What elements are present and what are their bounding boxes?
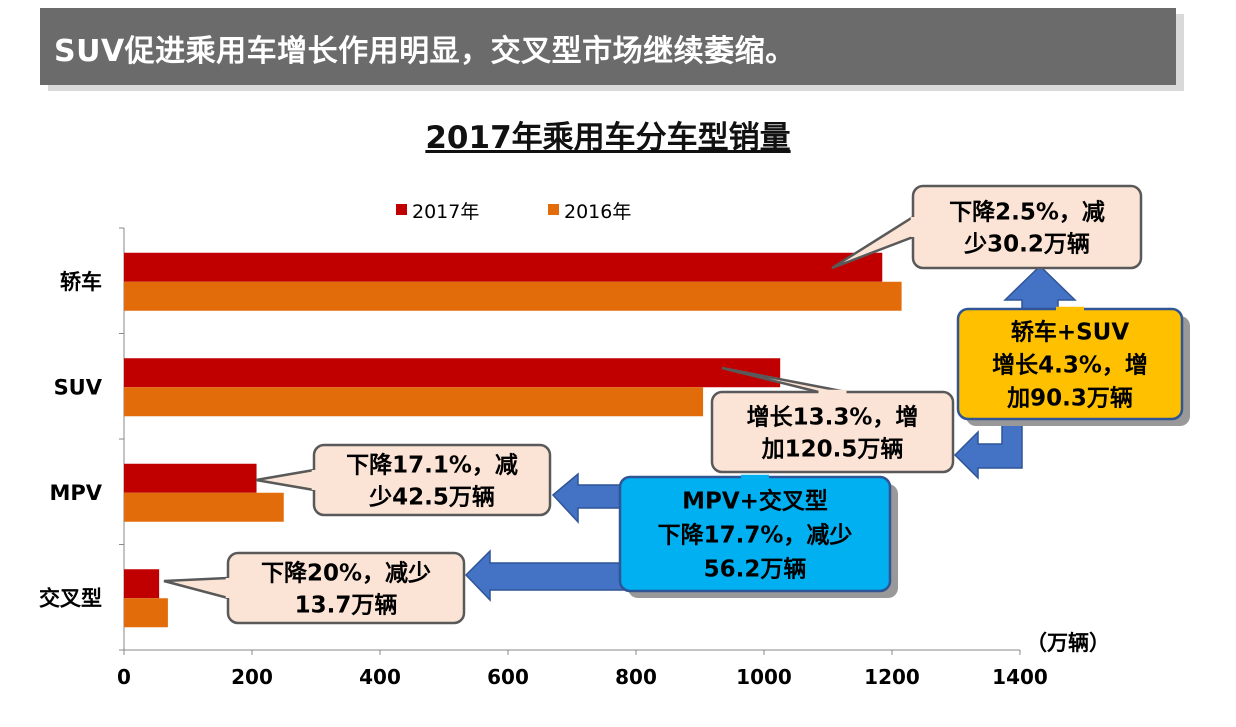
callout-text: 轿车+SUV <box>1011 318 1130 345</box>
header-banner: SUV促进乘用车增长作用明显，交叉型市场继续萎缩。 <box>40 8 1176 85</box>
bar-2016-2 <box>124 492 284 522</box>
bar-2017-1 <box>124 358 781 388</box>
callout-text: 下降17.1%，减 <box>346 452 518 478</box>
callout-tail <box>163 576 230 600</box>
bar-2017-2 <box>124 463 257 493</box>
x-tick-label: 800 <box>615 665 657 689</box>
x-tick-label: 1400 <box>992 665 1048 689</box>
banner-title: SUV促进乘用车增长作用明显，交叉型市场继续萎缩。 <box>54 34 796 69</box>
legend-label: 2016年 <box>564 201 631 223</box>
callout-text: 少30.2万辆 <box>963 231 1090 257</box>
callout-text: MPV+交叉型 <box>682 487 828 514</box>
x-tick-label: 600 <box>487 665 529 689</box>
callout-text: 13.7万辆 <box>295 592 398 618</box>
x-tick-label: 1000 <box>736 665 792 689</box>
callout-text: 56.2万辆 <box>704 556 807 582</box>
legend-label: 2017年 <box>412 201 479 223</box>
legend-swatch <box>548 204 559 215</box>
category-label: MPV <box>49 481 102 505</box>
bar-2016-0 <box>124 281 902 311</box>
callout-text: 增长13.3%，增 <box>747 403 919 430</box>
arrow-left-suv <box>953 419 1023 480</box>
callout-text: 加120.5万辆 <box>761 436 904 462</box>
unit-label: （万辆） <box>1026 631 1110 655</box>
x-tick-label: 1200 <box>864 665 920 689</box>
bar-2016-3 <box>124 598 168 628</box>
bar-2016-1 <box>124 387 704 417</box>
callout-text: 少42.5万辆 <box>368 484 495 510</box>
callout-crossover: 下降20%，减少 13.7万辆 <box>163 551 466 625</box>
category-label: 交叉型 <box>39 586 102 610</box>
chart-title: 2017年乘用车分车型销量 <box>425 120 791 156</box>
legend-swatch <box>396 204 407 215</box>
x-tick-label: 200 <box>231 665 273 689</box>
category-label: SUV <box>54 375 103 399</box>
callout-text: 增长4.3%，增 <box>992 351 1148 378</box>
bar-2017-3 <box>124 569 160 599</box>
x-tick-label: 400 <box>359 665 401 689</box>
callout-text: 下降20%，减少 <box>261 560 431 586</box>
category-label: 轿车 <box>60 270 102 294</box>
callout-text: 加90.3万辆 <box>1006 385 1133 411</box>
arrow-up-sedan <box>1003 264 1077 314</box>
x-tick-label: 0 <box>117 665 131 689</box>
callout-text: 下降2.5%，减 <box>949 199 1105 225</box>
callout-tail <box>255 468 316 492</box>
arrow-left-mpv <box>551 472 621 524</box>
callout-text: 下降17.7%，减少 <box>658 522 853 548</box>
bar-2017-0 <box>124 252 883 282</box>
